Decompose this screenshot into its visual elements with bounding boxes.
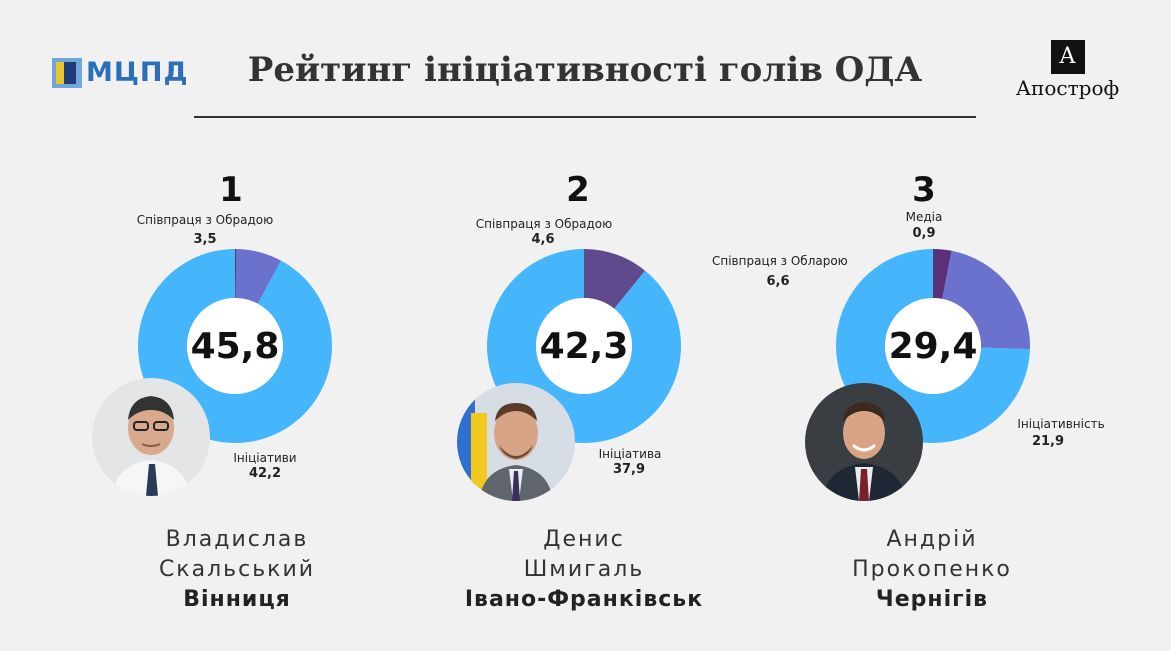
person-3-first-name: Андрій bbox=[886, 527, 978, 552]
avatar-person-1 bbox=[92, 378, 210, 496]
chart-3-hole bbox=[885, 298, 981, 394]
mcpd-logo: МЦПД bbox=[52, 57, 189, 88]
chart-2-value-cooperation: 4,6 bbox=[531, 232, 555, 247]
chart-2-label-initiative: Ініціатива bbox=[598, 447, 662, 461]
chart-2-value-initiative: 37,9 bbox=[612, 462, 646, 477]
person-1-last-name: Скальський bbox=[158, 557, 316, 582]
mcpd-logo-mark-icon bbox=[52, 57, 82, 88]
chart-1-value-initiative: 42,2 bbox=[248, 466, 282, 481]
apostrof-logo: A Апостроф bbox=[1010, 40, 1125, 100]
chart-1-label-initiative: Ініціативи bbox=[233, 451, 297, 465]
page-title: Рейтинг ініціативності голів ОДА bbox=[247, 50, 923, 90]
chart-1-slice-3 bbox=[235, 249, 237, 299]
portrait-1-image bbox=[92, 378, 210, 496]
chart-3-label-initiative: Ініціативність bbox=[1017, 417, 1105, 431]
chart-3-slice-3 bbox=[933, 249, 952, 299]
rank-3: 3 bbox=[912, 170, 936, 210]
apostrof-logo-mark-icon: A bbox=[1050, 40, 1085, 74]
chart-3-value-initiative: 21,9 bbox=[1031, 434, 1065, 449]
person-2-last-name: Шмигаль bbox=[523, 557, 645, 582]
rank-2: 2 bbox=[566, 170, 590, 210]
person-1-city: Вінниця bbox=[183, 587, 291, 612]
chart-1-hole bbox=[187, 298, 283, 394]
chart-3-slice-2 bbox=[942, 250, 1030, 350]
chart-3-label-cooperation: Співпраця з Обларою bbox=[712, 254, 848, 268]
avatar-person-2 bbox=[457, 383, 575, 501]
portrait-3-image bbox=[805, 383, 923, 501]
chart-1-value-cooperation: 3,5 bbox=[193, 232, 217, 247]
chart-2-label-cooperation: Співпраця з Обрадою bbox=[475, 217, 613, 231]
title-divider bbox=[194, 116, 976, 118]
chart-1-slice-2 bbox=[235, 249, 281, 304]
chart-2-slice-2 bbox=[584, 249, 645, 309]
person-1-first-name: Владислав bbox=[165, 527, 309, 552]
person-3-last-name: Прокопенко bbox=[852, 557, 1012, 582]
apostrof-logo-text: Апостроф bbox=[1015, 76, 1120, 100]
chart-3-value-cooperation: 6,6 bbox=[766, 274, 790, 289]
chart-1-label-cooperation: Співпраця з Обрадою bbox=[136, 213, 274, 227]
chart-3-value-media: 0,9 bbox=[912, 226, 936, 241]
rank-1: 1 bbox=[219, 170, 243, 210]
chart-2-hole bbox=[536, 298, 632, 394]
chart-3-label-media: Медіа bbox=[905, 210, 943, 224]
person-3-city: Чернігів bbox=[875, 587, 989, 612]
avatar-person-3 bbox=[805, 383, 923, 501]
person-2-city: Івано-Франківськ bbox=[464, 587, 704, 612]
portrait-2-image bbox=[457, 383, 575, 501]
person-2-first-name: Денис bbox=[543, 527, 625, 552]
mcpd-logo-text: МЦПД bbox=[86, 57, 189, 88]
